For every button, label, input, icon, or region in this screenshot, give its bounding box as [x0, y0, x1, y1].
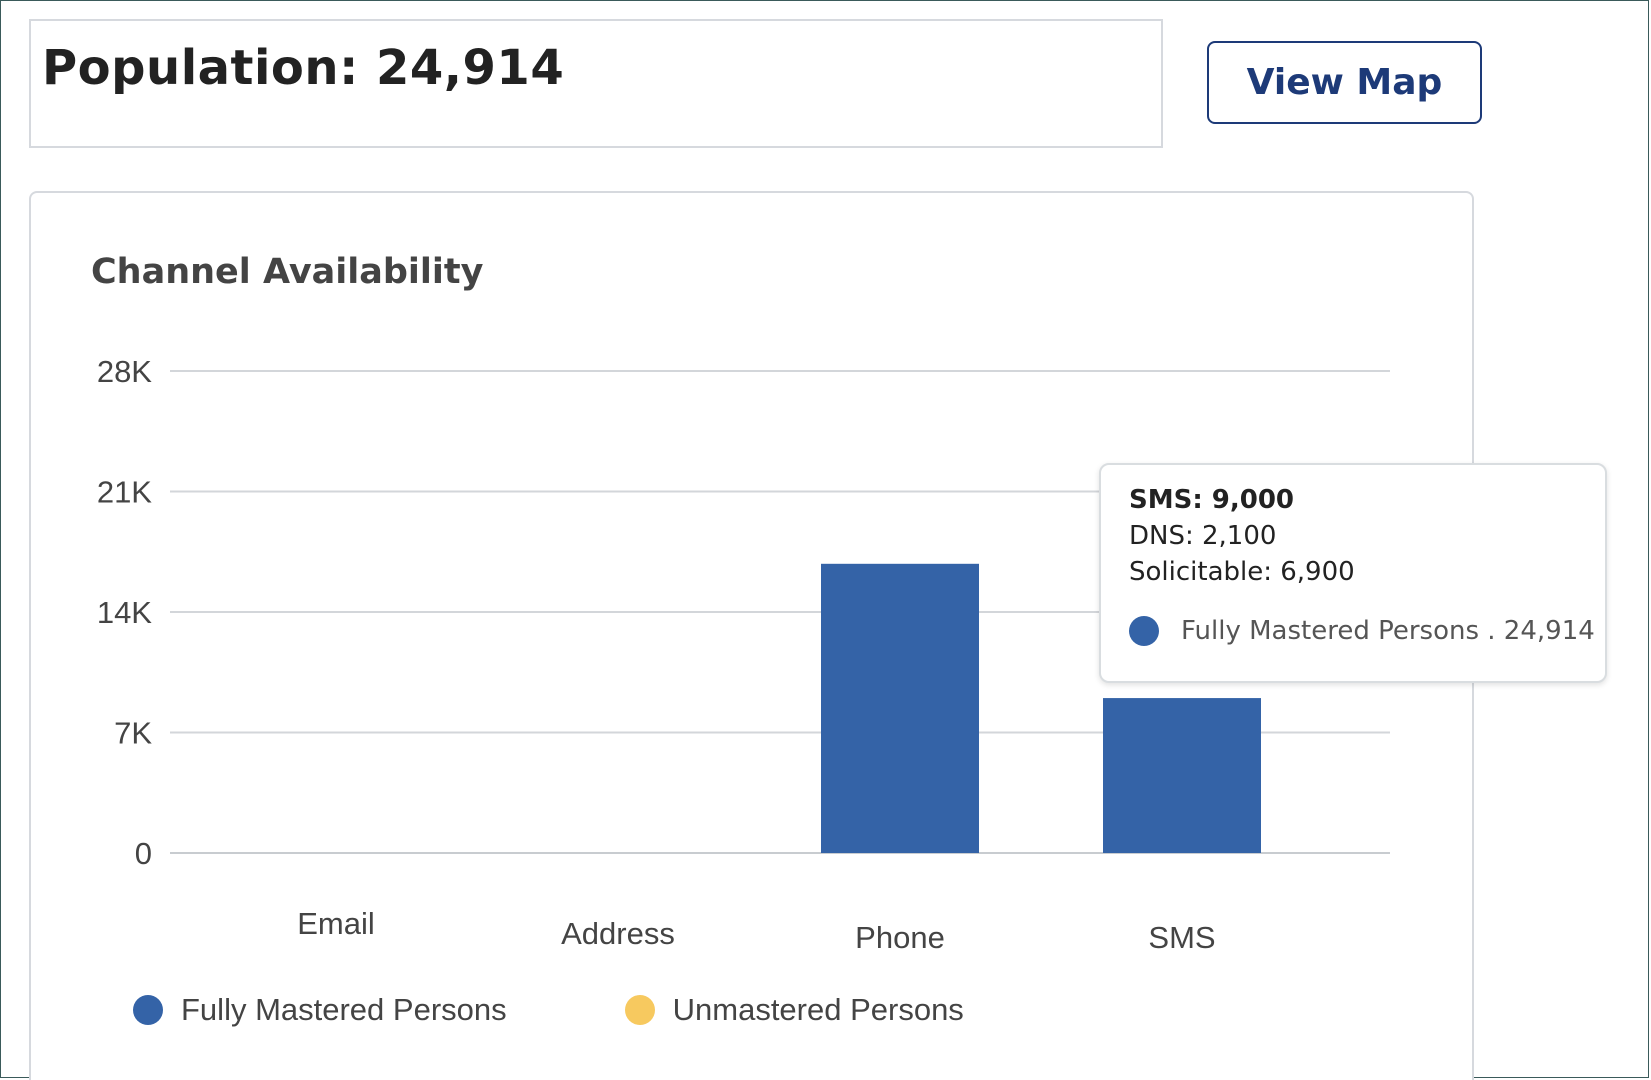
chart-legend: Fully Mastered Persons Unmastered Person… [133, 990, 1082, 1030]
y-tick-label: 28K [97, 354, 152, 389]
tooltip-title: SMS: 9,000 [1129, 485, 1295, 515]
tooltip-series-dot-icon [1129, 616, 1159, 646]
y-tick-label: 0 [135, 836, 152, 871]
chart-title: Channel Availability [91, 252, 484, 292]
legend-item-unmastered[interactable]: Unmastered Persons [624, 992, 964, 1028]
x-tick-label: SMS [1148, 920, 1215, 955]
y-tick-label: 21K [97, 475, 152, 510]
tooltip-series: Fully Mastered Persons . 24,914 [1129, 616, 1595, 646]
tooltip-dns: DNS: 2,100 [1129, 521, 1277, 551]
population-panel [29, 19, 1163, 148]
population-title: Population: 24,914 [42, 40, 565, 96]
bar-sms[interactable] [1103, 698, 1261, 853]
x-tick-label: Email [297, 906, 375, 941]
y-tick-label: 14K [97, 595, 152, 630]
fully-mastered-dot-icon [133, 995, 163, 1025]
bar-phone[interactable] [821, 563, 979, 853]
tooltip-series-label: Fully Mastered Persons . 24,914 [1181, 616, 1595, 646]
tooltip-solicitable: Solicitable: 6,900 [1129, 557, 1355, 587]
legend-label-unmastered: Unmastered Persons [672, 992, 964, 1027]
legend-item-fully-mastered[interactable]: Fully Mastered Persons [133, 992, 507, 1028]
chart-tooltip: SMS: 9,000 DNS: 2,100 Solicitable: 6,900… [1099, 463, 1607, 683]
x-tick-label: Phone [855, 920, 945, 955]
unmastered-dot-icon [624, 995, 655, 1025]
y-tick-label: 7K [114, 716, 152, 751]
x-tick-label: Address [561, 916, 675, 951]
view-map-button[interactable]: View Map [1207, 41, 1482, 124]
legend-label-fully-mastered: Fully Mastered Persons [181, 992, 507, 1027]
